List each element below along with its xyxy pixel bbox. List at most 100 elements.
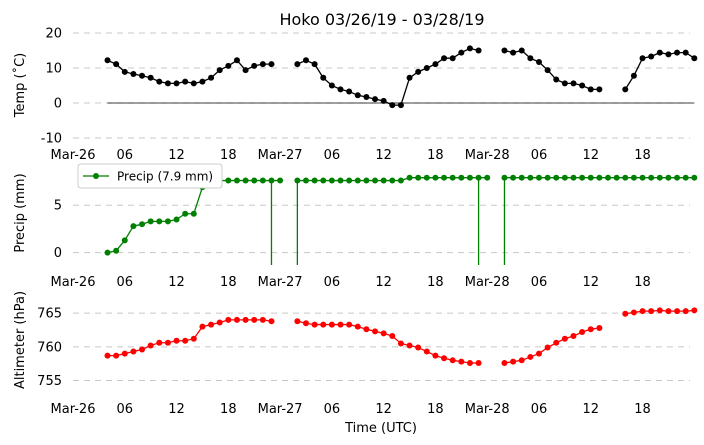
temp-data-point [302, 57, 309, 64]
altimeter-data-point [397, 340, 404, 347]
precip-ytick-label: 5 [54, 199, 62, 214]
altimeter-data-point [380, 330, 387, 337]
altimeter-xtick-label: 12 [168, 402, 185, 417]
temp-ytick-label: -10 [41, 132, 62, 147]
altimeter-data-point [441, 355, 448, 362]
precip-data-point [233, 177, 240, 184]
altimeter-data-point [225, 316, 232, 323]
temp-data-point [665, 51, 672, 58]
temp-data-point [225, 62, 232, 69]
temp-data-point [475, 47, 482, 54]
precip-data-point [682, 174, 689, 181]
temp-data-point [208, 74, 215, 81]
precip-data-point [380, 177, 387, 184]
altimeter-data-point [423, 348, 430, 355]
precip-data-point [475, 174, 482, 181]
altimeter-data-point [354, 323, 361, 330]
altimeter-series-line [297, 320, 479, 364]
altimeter-data-point [233, 316, 240, 323]
precip-data-point [164, 218, 171, 225]
precip-data-point [139, 221, 146, 228]
precip-data-point [622, 174, 629, 181]
temp-data-point [251, 62, 258, 69]
altimeter-data-point [268, 318, 275, 325]
altimeter-data-point [579, 328, 586, 335]
chart-title: Hoko 03/26/19 - 03/28/19 [279, 10, 484, 29]
precip-data-point [665, 174, 672, 181]
altimeter-data-point [535, 350, 542, 357]
temp-xtick-label: Mar-27 [258, 148, 303, 163]
temp-data-point [397, 102, 404, 109]
temp-data-point [432, 61, 439, 68]
altimeter-data-point [156, 339, 163, 346]
altimeter-data-point [242, 316, 249, 323]
precip-xtick-label: Mar-27 [258, 275, 303, 290]
altimeter-xtick-label: 06 [531, 402, 548, 417]
precip-data-point [251, 177, 258, 184]
temp-data-point [630, 72, 637, 79]
precip-data-point [156, 218, 163, 225]
temp-data-point [130, 70, 137, 77]
temp-data-point [449, 55, 456, 62]
precip-data-point [613, 174, 620, 181]
altimeter-data-point [518, 357, 525, 364]
precip-data-point [121, 237, 128, 244]
precip-data-point [449, 174, 456, 181]
temp-xtick-label: 18 [220, 148, 237, 163]
precip-data-point [320, 177, 327, 184]
altimeter-data-point [501, 360, 508, 367]
precip-xtick-label: 18 [220, 275, 237, 290]
precip-data-point [302, 177, 309, 184]
temp-xtick-label: 06 [531, 148, 548, 163]
altimeter-y-axis-label: Altimeter (hPa) [13, 291, 28, 389]
precip-data-point [363, 177, 370, 184]
temp-data-point [423, 65, 430, 71]
precip-y-axis-label: Precip (mm) [13, 173, 28, 252]
altimeter-data-point [630, 309, 637, 316]
panel-temp: -10 0 10 20 Temp (˚C) Mar-26 06 12 18 Mar-27 06 12 1… [12, 27, 698, 163]
temp-data-point [639, 55, 646, 62]
precip-data-point [605, 174, 612, 181]
temp-data-point [561, 80, 568, 87]
altimeter-data-point [294, 318, 301, 325]
temp-xtick-label: 06 [324, 148, 341, 163]
temp-data-point [363, 94, 370, 101]
temp-data-point [199, 78, 206, 85]
temp-data-point [553, 76, 560, 83]
altimeter-xtick-label: Mar-27 [258, 402, 303, 417]
altimeter-series-line [504, 327, 600, 364]
altimeter-data-point [475, 360, 482, 367]
temp-data-point [182, 78, 189, 85]
temp-data-point [579, 82, 586, 89]
altimeter-data-point [302, 320, 309, 327]
temp-data-point [570, 80, 577, 87]
temp-xtick-label: 12 [168, 148, 185, 163]
precip-data-point [190, 210, 197, 217]
precip-data-point [656, 174, 663, 181]
precip-data-point [423, 174, 430, 181]
precip-data-point [328, 177, 335, 184]
precip-legend: Precip (7.9 mm) [77, 163, 223, 189]
temp-data-point [320, 74, 327, 81]
temp-data-point [354, 92, 361, 99]
altimeter-data-point [449, 357, 456, 364]
precip-data-point [630, 174, 637, 181]
temp-data-point [544, 67, 551, 74]
precip-xtick-label: 12 [168, 275, 185, 290]
precip-data-point [484, 174, 491, 181]
precip-data-point [596, 174, 603, 181]
altimeter-data-point [691, 307, 698, 314]
precip-data-point [147, 218, 154, 225]
temp-data-point [415, 68, 422, 75]
altimeter-data-point [216, 319, 223, 326]
temp-xtick-label: 18 [427, 148, 444, 163]
altimeter-xtick-label: 06 [117, 402, 134, 417]
temp-data-point [501, 47, 508, 54]
altimeter-data-point [121, 350, 128, 357]
panel-precip: 0 5 Precip (mm) Mar-26 06 12 18 Mar-27 06 12 18 Mar… [13, 163, 698, 290]
altimeter-data-point [164, 339, 171, 346]
altimeter-data-point [259, 316, 266, 323]
temp-series-line [624, 51, 695, 90]
precip-data-point [561, 174, 568, 181]
